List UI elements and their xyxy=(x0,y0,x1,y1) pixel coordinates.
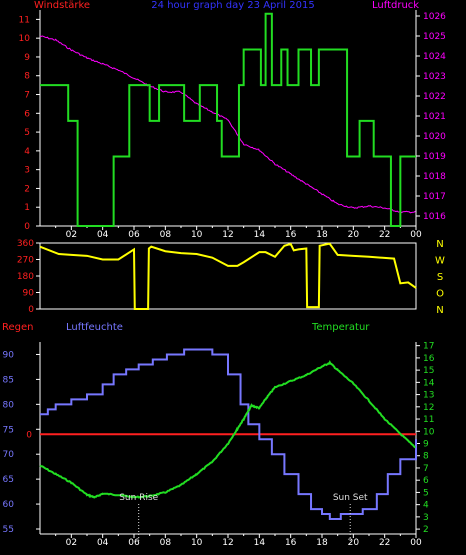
x-tick-label: 00 xyxy=(410,230,422,240)
x-tick-label: 12 xyxy=(222,230,233,240)
compass-label: S xyxy=(437,272,443,283)
temperature-tick-label: 15 xyxy=(423,366,434,376)
x-tick-label: 14 xyxy=(254,538,266,548)
x-tick-label: 04 xyxy=(97,538,109,548)
x-tick-label: 02 xyxy=(66,230,77,240)
left-tick-label: 11 xyxy=(19,15,30,25)
left-tick-label: 7 xyxy=(24,91,30,101)
temperature-tick-label: 2 xyxy=(423,525,429,535)
left-tick-label: 10 xyxy=(19,34,31,44)
x-tick-label: 20 xyxy=(348,538,360,548)
x-tick-label: 02 xyxy=(66,538,77,548)
humidity-tick-label: 55 xyxy=(3,525,14,535)
right-tick-label: 1021 xyxy=(423,112,446,122)
x-tick-label: 06 xyxy=(128,230,140,240)
rain-value-label: 0 xyxy=(26,430,32,440)
direction-tick-label: 360 xyxy=(17,239,34,249)
x-tick-label: 18 xyxy=(316,538,328,548)
right-tick-label: 1019 xyxy=(423,152,446,162)
left-tick-label: 5 xyxy=(24,128,30,138)
temperature-line xyxy=(39,360,417,499)
temperature-humidity-panel: Regen Luftfeuchte Temperatur55606570758085… xyxy=(2,322,435,548)
temperature-tick-label: 10 xyxy=(423,427,435,437)
right-tick-label: 1024 xyxy=(423,52,446,62)
right-tick-label: 1018 xyxy=(423,172,446,182)
compass-label: N xyxy=(436,305,443,316)
left-tick-label: 4 xyxy=(24,147,30,157)
right-tick-label: 1016 xyxy=(423,212,446,222)
temperature-tick-label: 8 xyxy=(423,452,429,462)
temperature-axis-title: Temperatur xyxy=(311,322,370,333)
temperature-tick-label: 11 xyxy=(423,415,434,425)
humidity-tick-label: 80 xyxy=(3,400,15,410)
temperature-tick-label: 6 xyxy=(423,476,429,486)
temperature-tick-label: 4 xyxy=(423,501,429,511)
temperature-tick-label: 5 xyxy=(423,488,429,498)
temperature-tick-label: 3 xyxy=(423,513,429,523)
x-tick-label: 10 xyxy=(191,230,203,240)
humidity-tick-label: 90 xyxy=(3,350,15,360)
humidity-tick-label: 85 xyxy=(3,375,14,385)
x-tick-label: 20 xyxy=(348,230,360,240)
left-tick-label: 6 xyxy=(24,109,30,119)
direction-tick-label: 0 xyxy=(28,305,34,315)
humidity-tick-label: 75 xyxy=(3,425,14,435)
x-tick-label: 18 xyxy=(316,230,328,240)
right-tick-label: 1020 xyxy=(423,132,446,142)
right-axis-title: Luftdruck xyxy=(372,0,419,11)
x-tick-label: 10 xyxy=(191,538,203,548)
temperature-tick-label: 7 xyxy=(423,464,429,474)
left-tick-label: 0 xyxy=(24,222,30,232)
temperature-tick-label: 17 xyxy=(423,342,434,352)
right-tick-label: 1017 xyxy=(423,192,446,202)
right-tick-label: 1023 xyxy=(423,72,446,82)
direction-tick-label: 90 xyxy=(23,289,35,299)
humidity-line xyxy=(40,348,417,521)
x-tick-label: 00 xyxy=(410,538,422,548)
temperature-tick-label: 16 xyxy=(423,354,435,364)
left-axis-title: Windstärke xyxy=(34,0,90,11)
temperature-tick-label: 12 xyxy=(423,403,434,413)
left-tick-label: 3 xyxy=(24,166,30,176)
humidity-tick-label: 70 xyxy=(3,450,15,460)
right-tick-label: 1022 xyxy=(423,92,446,102)
compass-label: W xyxy=(435,256,445,267)
wind-direction-line xyxy=(39,242,417,310)
humidity-axis-title: Luftfeuchte xyxy=(66,322,123,333)
x-tick-label: 08 xyxy=(160,538,172,548)
sun-annotation: Sun Set xyxy=(333,493,368,503)
x-tick-label: 22 xyxy=(379,538,390,548)
x-tick-label: 04 xyxy=(97,230,109,240)
compass-label: N xyxy=(436,239,443,250)
x-tick-label: 22 xyxy=(379,230,390,240)
sun-annotation: Sun Rise xyxy=(119,493,158,503)
temperature-tick-label: 13 xyxy=(423,391,434,401)
x-tick-label: 12 xyxy=(222,538,233,548)
left-tick-label: 9 xyxy=(24,53,30,63)
right-tick-label: 1026 xyxy=(423,12,446,22)
temperature-tick-label: 9 xyxy=(423,440,429,450)
x-tick-label: 16 xyxy=(285,230,297,240)
chart-title: 24 hour graph day 23 April 2015 xyxy=(151,0,314,11)
rain-axis-title: Regen xyxy=(2,322,34,333)
x-tick-label: 16 xyxy=(285,538,297,548)
x-tick-label: 06 xyxy=(128,538,140,548)
x-tick-label: 14 xyxy=(254,230,266,240)
compass-label: O xyxy=(436,289,444,300)
right-tick-label: 1025 xyxy=(423,32,446,42)
humidity-tick-label: 65 xyxy=(3,475,14,485)
left-tick-label: 1 xyxy=(24,203,30,213)
x-tick-label: 08 xyxy=(160,230,172,240)
left-tick-label: 2 xyxy=(24,184,30,194)
wind-strength-line xyxy=(40,12,416,227)
direction-tick-label: 270 xyxy=(17,256,34,266)
temperature-tick-label: 14 xyxy=(423,378,435,388)
left-tick-label: 8 xyxy=(24,72,30,82)
pressure-line xyxy=(39,35,416,214)
wind-pressure-panel: 24 hour graph day 23 April 2015 Windstärk… xyxy=(19,0,447,240)
humidity-tick-label: 60 xyxy=(3,500,15,510)
direction-tick-label: 180 xyxy=(17,272,34,282)
